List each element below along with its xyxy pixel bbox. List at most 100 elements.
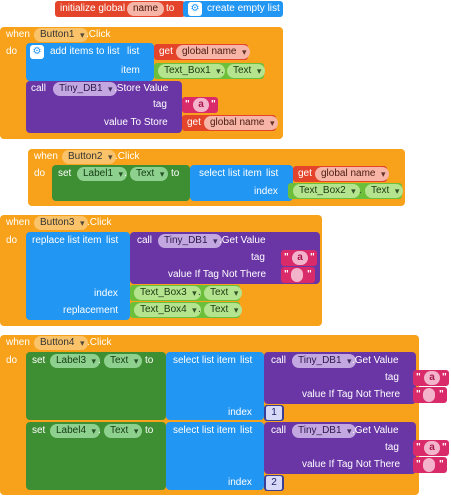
property-dot: .: [98, 425, 101, 436]
quote-close: ": [439, 459, 444, 470]
item-socket-label: item: [121, 65, 140, 76]
do-label: do: [34, 168, 46, 179]
property-dot: .: [359, 185, 362, 196]
tinydb-component-dropdown[interactable]: Tiny_DB1: [53, 82, 117, 96]
get-value-method-label: .Get Value: [219, 235, 266, 246]
text-property-dropdown[interactable]: Text: [227, 64, 266, 78]
property-dot: .: [124, 168, 127, 179]
tag-string-value[interactable]: a: [424, 371, 440, 385]
call-label: call: [271, 355, 287, 366]
select-list-item-label: select list item: [173, 425, 236, 436]
index-socket-label: index: [228, 477, 252, 488]
global-variable-dropdown[interactable]: global name: [315, 167, 390, 181]
button2-component-dropdown[interactable]: Button2: [62, 150, 117, 164]
replace-list-item-label: replace list item: [32, 235, 102, 246]
textbox-component-dropdown[interactable]: Text_Box2: [293, 184, 360, 198]
when-label: when: [6, 217, 30, 228]
call-label: call: [137, 235, 153, 246]
mutator-gear-icon[interactable]: ⚙: [188, 2, 202, 16]
index-socket-label: index: [254, 186, 278, 197]
empty-string-value[interactable]: [291, 268, 303, 282]
text-property-dropdown[interactable]: Text: [365, 184, 404, 198]
click-event-label: .Click: [87, 217, 112, 228]
tinydb-component-dropdown[interactable]: Tiny_DB1: [158, 234, 222, 248]
add-items-to-list-block[interactable]: [26, 43, 154, 81]
set-label: set: [32, 355, 46, 366]
set-label: set: [32, 425, 46, 436]
index-socket-label: index: [228, 407, 252, 418]
global-variable-dropdown[interactable]: global name: [204, 116, 279, 130]
get-label: get: [159, 46, 173, 57]
property-dot: .: [221, 65, 224, 76]
quote-open: ": [416, 372, 421, 383]
quote-close: ": [211, 99, 216, 110]
global-variable-name-field[interactable]: name: [127, 2, 165, 16]
call-label: call: [271, 425, 287, 436]
index-number-value[interactable]: 1: [266, 406, 282, 420]
textbox-component-dropdown[interactable]: Text_Box3: [134, 286, 201, 300]
tag-socket-label: tag: [153, 99, 167, 110]
tag-string-value[interactable]: a: [292, 251, 308, 265]
add-items-to-list-label: add items to list: [50, 46, 120, 57]
index-socket-label: index: [94, 288, 118, 299]
select-list-item-label: select list item: [173, 355, 236, 366]
select-list-item-block[interactable]: [190, 165, 293, 201]
tinydb-component-dropdown[interactable]: Tiny_DB1: [292, 424, 356, 438]
initialize-global-label: initialize global: [60, 3, 126, 14]
list-socket-label: list: [106, 235, 119, 246]
button1-component-dropdown[interactable]: Button1: [34, 28, 89, 42]
when-label: when: [34, 151, 58, 162]
to-label: to: [145, 425, 154, 436]
list-socket-label: list: [240, 425, 253, 436]
text-property-dropdown[interactable]: Text: [130, 167, 169, 181]
select-list-item-block[interactable]: [166, 352, 264, 420]
do-label: do: [6, 46, 18, 57]
tinydb-component-dropdown[interactable]: Tiny_DB1: [292, 354, 356, 368]
quote-open: ": [185, 99, 190, 110]
property-dot: .: [98, 355, 101, 366]
button3-component-dropdown[interactable]: Button3: [34, 216, 89, 230]
click-event-label: .Click: [115, 151, 140, 162]
click-event-label: .Click: [87, 337, 112, 348]
value-if-tag-not-there-label: value If Tag Not There: [302, 459, 401, 470]
textbox-component-dropdown[interactable]: Text_Box4: [134, 303, 201, 317]
tag-socket-label: tag: [385, 372, 399, 383]
empty-string-value[interactable]: [423, 388, 435, 402]
label-component-dropdown[interactable]: Label1: [77, 167, 128, 181]
global-variable-dropdown[interactable]: global name: [176, 45, 251, 59]
text-property-dropdown[interactable]: Text: [104, 354, 143, 368]
when-label: when: [6, 337, 30, 348]
label-component-dropdown[interactable]: Label3: [50, 354, 101, 368]
tag-string-value[interactable]: a: [424, 441, 440, 455]
get-label: get: [187, 117, 201, 128]
call-label: call: [31, 83, 47, 94]
replace-list-item-block[interactable]: [26, 232, 130, 320]
index-number-value[interactable]: 2: [266, 476, 282, 490]
button4-component-dropdown[interactable]: Button4: [34, 336, 89, 350]
mutator-gear-icon[interactable]: ⚙: [30, 45, 44, 59]
list-socket-label: list: [240, 355, 253, 366]
text-property-dropdown[interactable]: Text: [204, 303, 243, 317]
select-list-item-label: select list item: [199, 168, 262, 179]
label-component-dropdown[interactable]: Label4: [50, 424, 101, 438]
do-label: do: [6, 235, 18, 246]
to-label: to: [171, 168, 180, 179]
do-label: do: [6, 355, 18, 366]
textbox-component-dropdown[interactable]: Text_Box1: [158, 64, 225, 78]
list-socket-label: list: [127, 46, 140, 57]
tag-string-value[interactable]: a: [193, 98, 209, 112]
create-empty-list-block[interactable]: [183, 1, 283, 17]
empty-string-value[interactable]: [423, 458, 435, 472]
create-empty-list-label: create empty list: [207, 3, 280, 14]
text-property-dropdown[interactable]: Text: [204, 286, 243, 300]
value-if-tag-not-there-label: value If Tag Not There: [302, 389, 401, 400]
quote-open: ": [416, 442, 421, 453]
get-label: get: [298, 168, 312, 179]
text-property-dropdown[interactable]: Text: [104, 424, 143, 438]
quote-open: ": [284, 252, 289, 263]
select-list-item-block[interactable]: [166, 422, 264, 490]
property-dot: .: [198, 287, 201, 298]
quote-close: ": [442, 442, 447, 453]
get-value-method-label: .Get Value: [352, 355, 399, 366]
store-value-method-label: .Store Value: [114, 83, 169, 94]
